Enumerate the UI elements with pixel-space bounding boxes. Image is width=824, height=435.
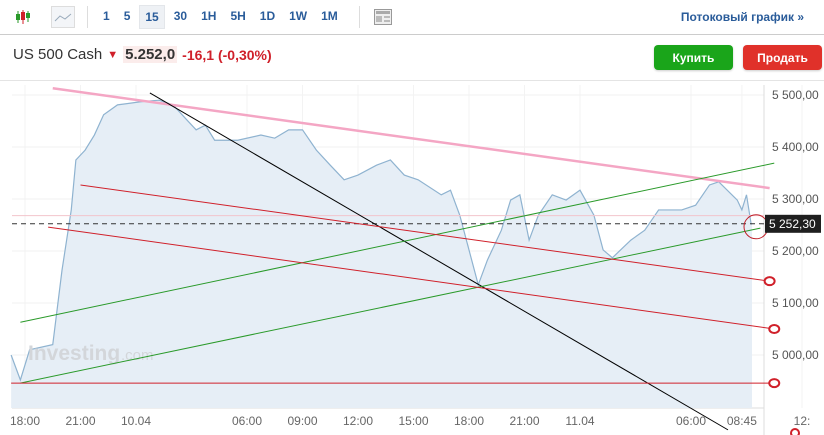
trendline: [20, 227, 761, 384]
y-tick-label: 5 500,00: [772, 88, 819, 102]
down-arrow-icon: ▼: [107, 48, 119, 61]
x-tick-label: 06:00: [676, 414, 706, 428]
timeframe-1m[interactable]: 1M: [321, 9, 338, 23]
timeframe-30[interactable]: 30: [173, 9, 188, 23]
trendline: [52, 87, 770, 190]
area-chart-icon[interactable]: [51, 6, 75, 28]
instrument-quote: US 500 Cash ▼ 5.252,0 -16,1 (-0,30%): [13, 46, 272, 63]
streaming-chart-link[interactable]: Потоковый график »: [680, 10, 804, 24]
x-tick-label: 15:00: [398, 414, 428, 428]
timeframe-1w[interactable]: 1W: [289, 9, 308, 23]
buy-button[interactable]: Купить: [654, 45, 733, 70]
x-tick-label: 12:: [794, 414, 811, 428]
y-tick-label: 5 300,00: [772, 192, 819, 206]
chart-toolbar: 1 5 15 30 1H 5H 1D 1W 1M Потоковый график »: [0, 0, 824, 35]
x-tick-label: 18:00: [454, 414, 484, 428]
trendline: [48, 226, 775, 330]
y-tick-label: 5 000,00: [772, 348, 819, 362]
trendline: [149, 92, 729, 431]
x-tick-label: 18:00: [10, 414, 40, 428]
price-line: [10, 99, 752, 382]
investing-watermark-logo: Investing: [28, 342, 120, 365]
trendline-handle-icon: [768, 378, 781, 389]
last-price: 5.252,0: [123, 46, 178, 63]
sell-button[interactable]: Продать: [743, 45, 822, 70]
x-tick-label: 08:45: [727, 414, 757, 428]
toolbar-divider: [358, 6, 360, 28]
current-price-badge: [765, 214, 821, 233]
highlight-circle-icon: [743, 214, 769, 240]
y-tick-label: 5 200,00: [772, 244, 819, 258]
trendline-handle-icon: [790, 428, 800, 435]
layout-icon[interactable]: [372, 7, 394, 27]
candlestick-icon[interactable]: [12, 7, 34, 27]
timeframe-1h[interactable]: 1H: [201, 9, 217, 23]
x-tick-label: 10.04: [121, 414, 151, 428]
x-tick-label: 11.04: [565, 414, 594, 428]
trendline: [20, 162, 775, 323]
timeframe-5[interactable]: 5: [123, 9, 131, 23]
x-tick-label: 21:00: [65, 414, 95, 428]
trendline: [80, 184, 770, 282]
x-tick-label: 06:00: [232, 414, 262, 428]
timeframe-1[interactable]: 1: [103, 9, 110, 23]
toolbar-divider: [87, 6, 88, 28]
instrument-name: US 500 Cash: [13, 46, 103, 63]
timeframe-5h[interactable]: 5H: [230, 9, 246, 23]
timeframe-1d[interactable]: 1D: [259, 9, 276, 23]
timeframe-15[interactable]: 15: [139, 5, 165, 29]
investing-watermark-logo: .com: [121, 347, 154, 364]
price-area: [11, 100, 752, 408]
header-divider: [0, 80, 824, 81]
trendline-handle-icon: [763, 276, 776, 287]
y-tick-label: 5 400,00: [772, 140, 819, 154]
price-change: -16,1 (-0,30%): [182, 46, 272, 63]
x-tick-label: 12:00: [343, 414, 373, 428]
x-tick-label: 09:00: [287, 414, 317, 428]
x-tick-label: 21:00: [509, 414, 539, 428]
current-price-label: 5 252,30: [769, 217, 816, 231]
y-tick-label: 5 100,00: [772, 296, 819, 310]
trendline-handle-icon: [768, 324, 781, 334]
